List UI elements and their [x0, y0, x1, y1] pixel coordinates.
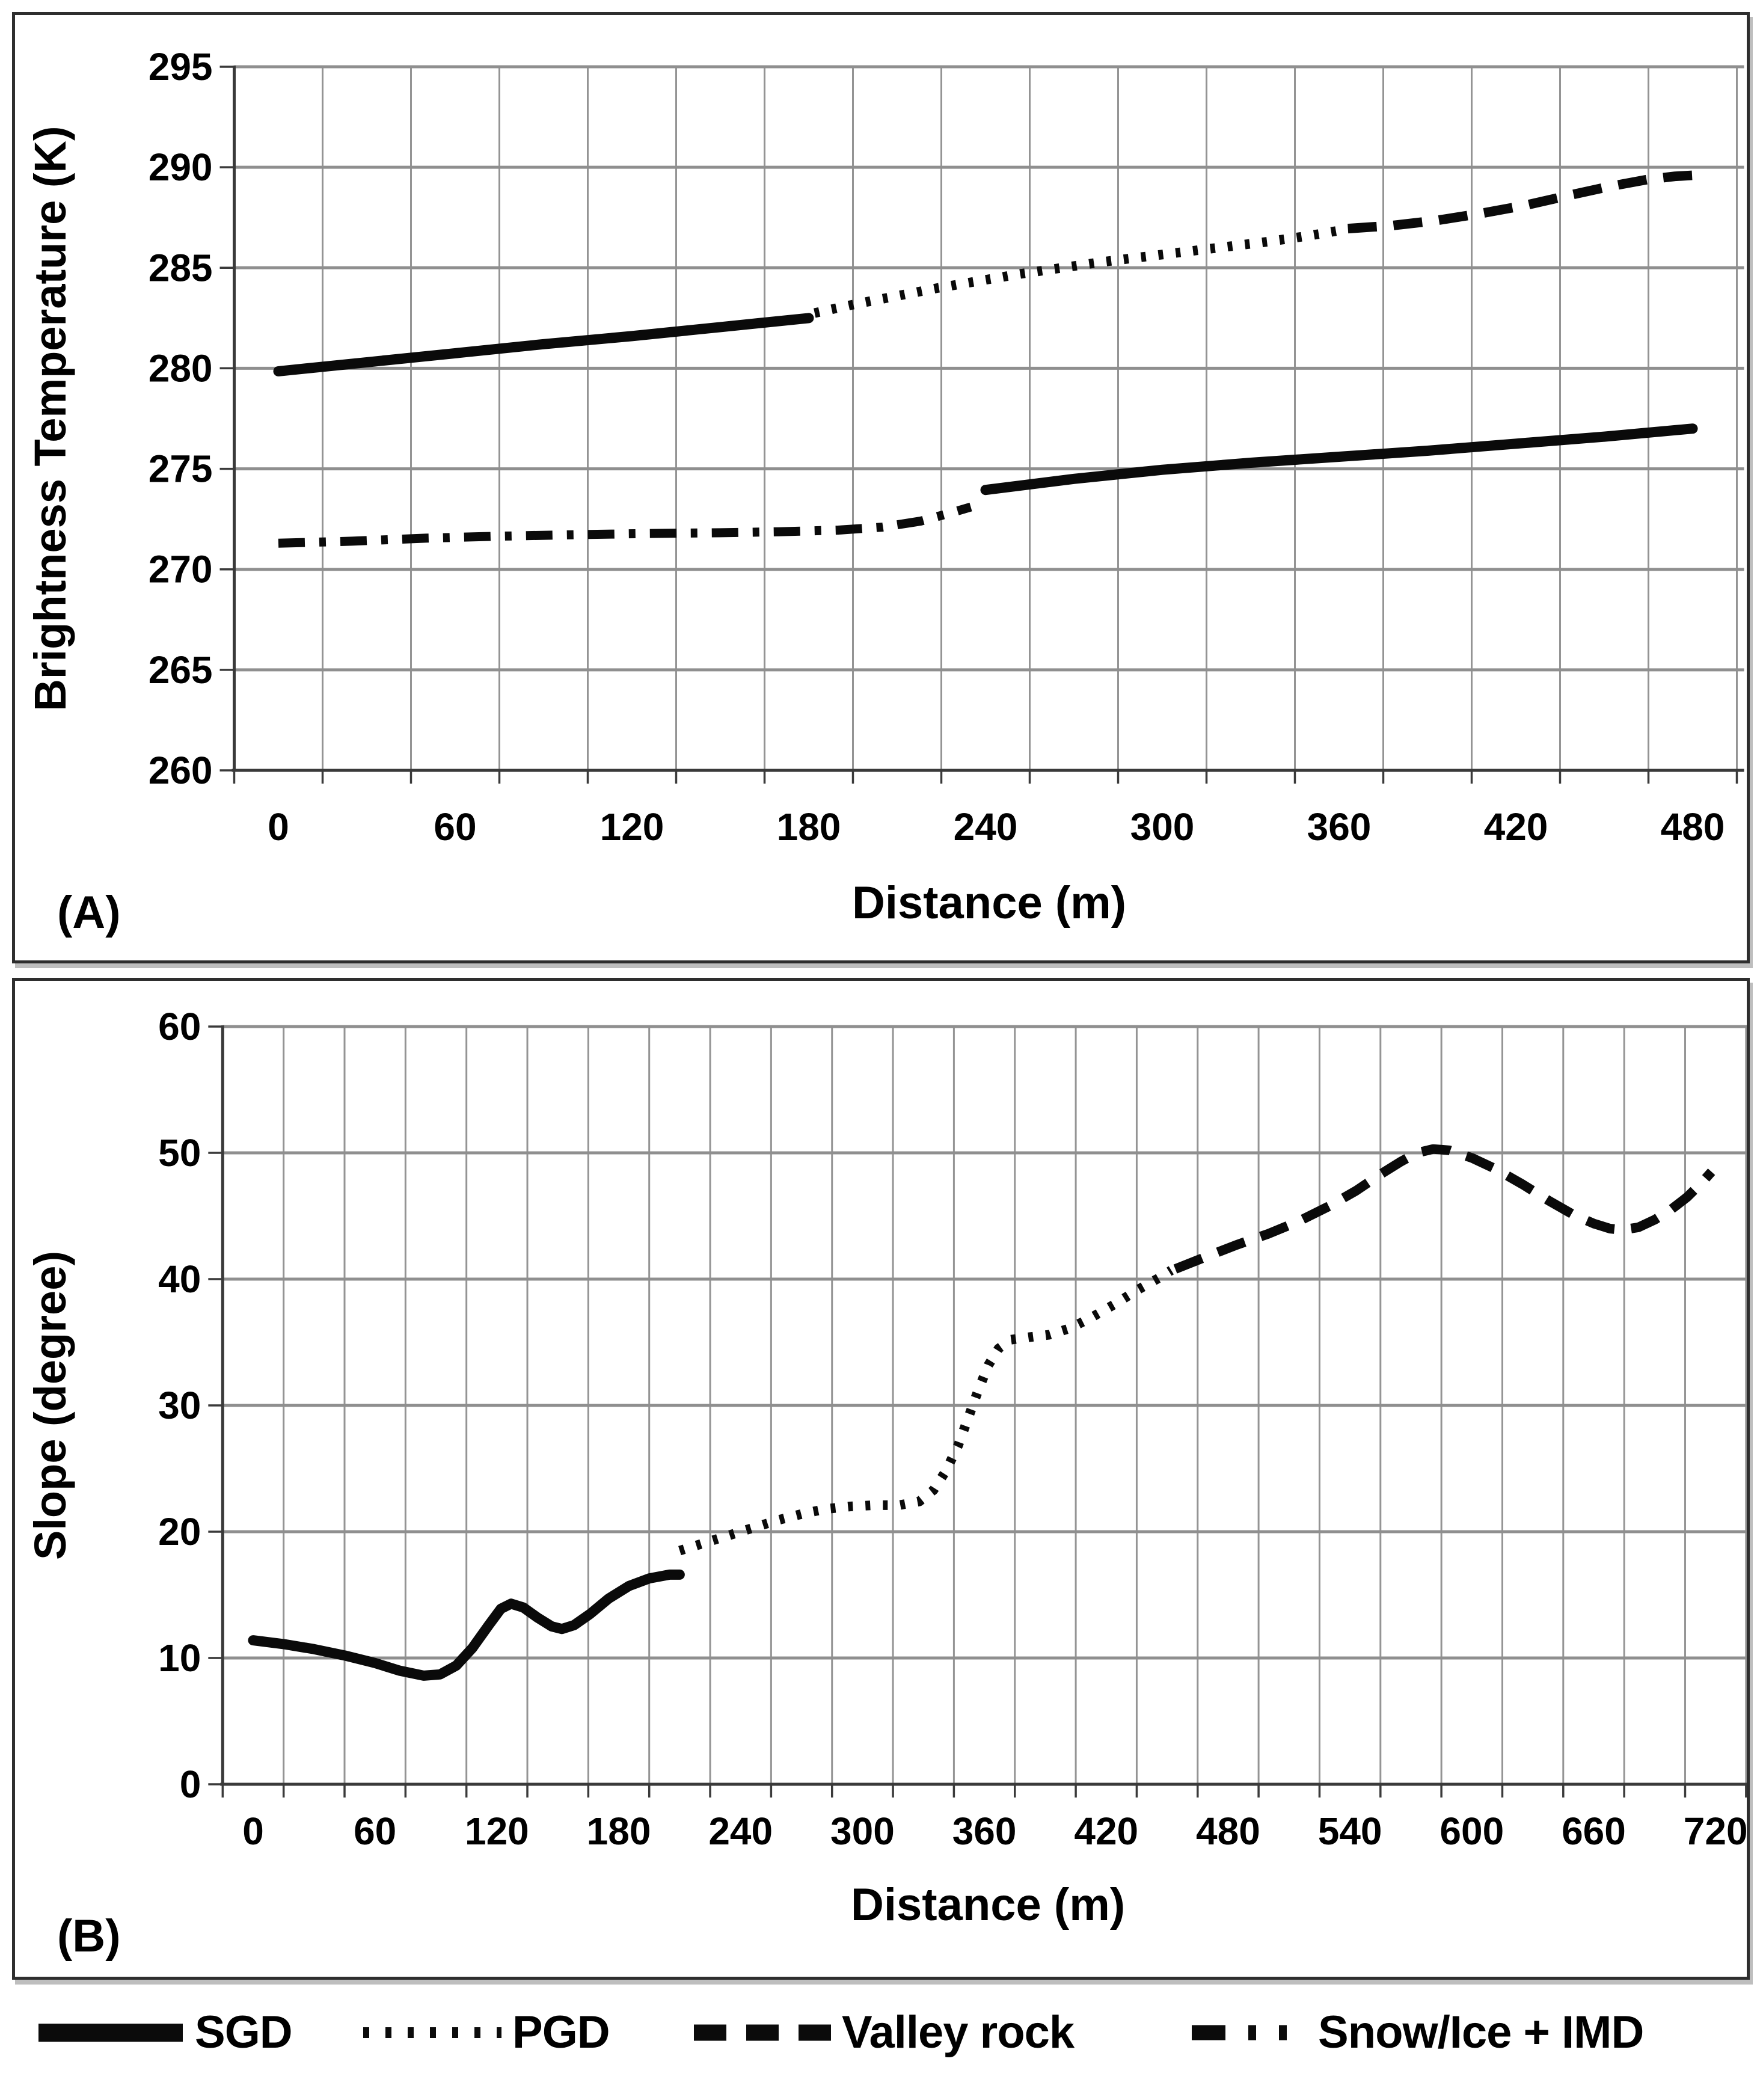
- y-tick-label: 270: [149, 548, 213, 591]
- x-tick-label: 120: [600, 805, 664, 849]
- series-pgd: [814, 226, 1340, 318]
- x-tick-label: 420: [1484, 805, 1548, 849]
- axis-labels: 260 265 270 275 280 285 290 295 0 60 120 180 240 300 3…: [25, 45, 1725, 938]
- y-tick-label: 285: [149, 246, 213, 289]
- x-tick-label: 180: [777, 805, 841, 849]
- y-tick-label: 40: [158, 1257, 201, 1301]
- legend-item-pgd: PGD: [361, 2006, 610, 2059]
- y-tick-label: 275: [149, 447, 213, 491]
- series-sgd: [248, 1569, 685, 1681]
- y-axis-title: Slope (degree): [25, 1251, 75, 1560]
- x-tick-label: 300: [1130, 805, 1195, 849]
- y-tick-label: 60: [158, 1005, 201, 1048]
- x-tick-label: 660: [1562, 1810, 1626, 1853]
- legend-item-sgd: SGD: [35, 2006, 293, 2059]
- x-tick-label: 60: [354, 1810, 396, 1853]
- series-snow-ice-imd: [278, 502, 972, 548]
- data-series: [273, 170, 1698, 548]
- data-series: [248, 1144, 1715, 1681]
- legend-label-snow-ice-imd: Snow/Ice + IMD: [1318, 2007, 1644, 2058]
- x-tick-label: 180: [587, 1810, 651, 1853]
- x-tick-label: 360: [952, 1810, 1017, 1853]
- y-tick-label: 0: [180, 1763, 201, 1806]
- panel-letter: (B): [57, 1911, 121, 1962]
- x-tick-label: 480: [1196, 1810, 1260, 1853]
- x-tick-label: 120: [465, 1810, 529, 1853]
- series-valley-rock: [1173, 1144, 1715, 1274]
- gridlines: [233, 65, 1744, 772]
- x-tick-label: 240: [708, 1810, 773, 1853]
- snow-ice-imd-dashdot-line-icon: [1192, 2025, 1307, 2040]
- series-sgd: [273, 313, 814, 376]
- series-pgd: [678, 1266, 1174, 1556]
- legend-label-pgd: PGD: [512, 2007, 610, 2058]
- x-tick-label: 240: [954, 805, 1018, 849]
- y-tick-label: 265: [149, 648, 213, 692]
- x-tick-label: 0: [242, 1810, 264, 1853]
- x-tick-label: 300: [830, 1810, 895, 1853]
- sgd-solid-line-icon: [38, 2023, 183, 2042]
- x-tick-label: 540: [1318, 1810, 1382, 1853]
- y-tick-label: 50: [158, 1131, 201, 1174]
- legend-label-sgd: SGD: [195, 2007, 293, 2058]
- panel-letter: (A): [57, 887, 121, 938]
- x-tick-label: 720: [1684, 1810, 1747, 1853]
- y-tick-label: 20: [158, 1510, 201, 1553]
- figure-legend: SGD PGD Valley rock Snow/Ice + IMD: [0, 1982, 1763, 2100]
- axes: [208, 1025, 1747, 1798]
- y-tick-label: 290: [149, 146, 213, 189]
- x-tick-label: 360: [1307, 805, 1372, 849]
- y-tick-label: 260: [149, 749, 213, 792]
- x-tick-label: 480: [1661, 805, 1725, 849]
- panel-a-brightness-temperature: 260 265 270 275 280 285 290 295 0 60 120 180 240 300 3…: [12, 12, 1750, 963]
- x-tick-label: 60: [434, 805, 476, 849]
- pgd-dotted-line-icon: [363, 2027, 501, 2038]
- x-axis-title: Distance (m): [851, 1879, 1125, 1930]
- gridlines: [221, 1025, 1747, 1786]
- y-tick-label: 30: [158, 1384, 201, 1427]
- legend-item-valley-rock: Valley rock: [691, 2006, 1075, 2059]
- x-tick-label: 0: [268, 805, 289, 849]
- panel-b-slope: 0 10 20 30 40 50 60 0 60 120 180 240 300 360 420 480 540…: [12, 978, 1750, 1980]
- legend-item-snow-ice-imd: Snow/Ice + IMD: [1189, 2006, 1644, 2059]
- series-sgd: [980, 423, 1698, 496]
- y-tick-label: 280: [149, 346, 213, 390]
- x-tick-label: 600: [1440, 1810, 1504, 1853]
- series-valley-rock: [1348, 170, 1693, 234]
- x-axis-title: Distance (m): [852, 877, 1126, 929]
- x-tick-label: 420: [1074, 1810, 1138, 1853]
- y-tick-label: 10: [158, 1636, 201, 1680]
- legend-label-valley-rock: Valley rock: [842, 2007, 1075, 2058]
- panel-a-chart: 260 265 270 275 280 285 290 295 0 60 120 180 240 300 3…: [25, 45, 1744, 938]
- y-tick-label: 295: [149, 45, 213, 88]
- valley-rock-dashed-line-icon: [694, 2024, 831, 2040]
- axes: [219, 66, 1744, 784]
- y-axis-title: Brightness Temperature (K): [25, 126, 75, 711]
